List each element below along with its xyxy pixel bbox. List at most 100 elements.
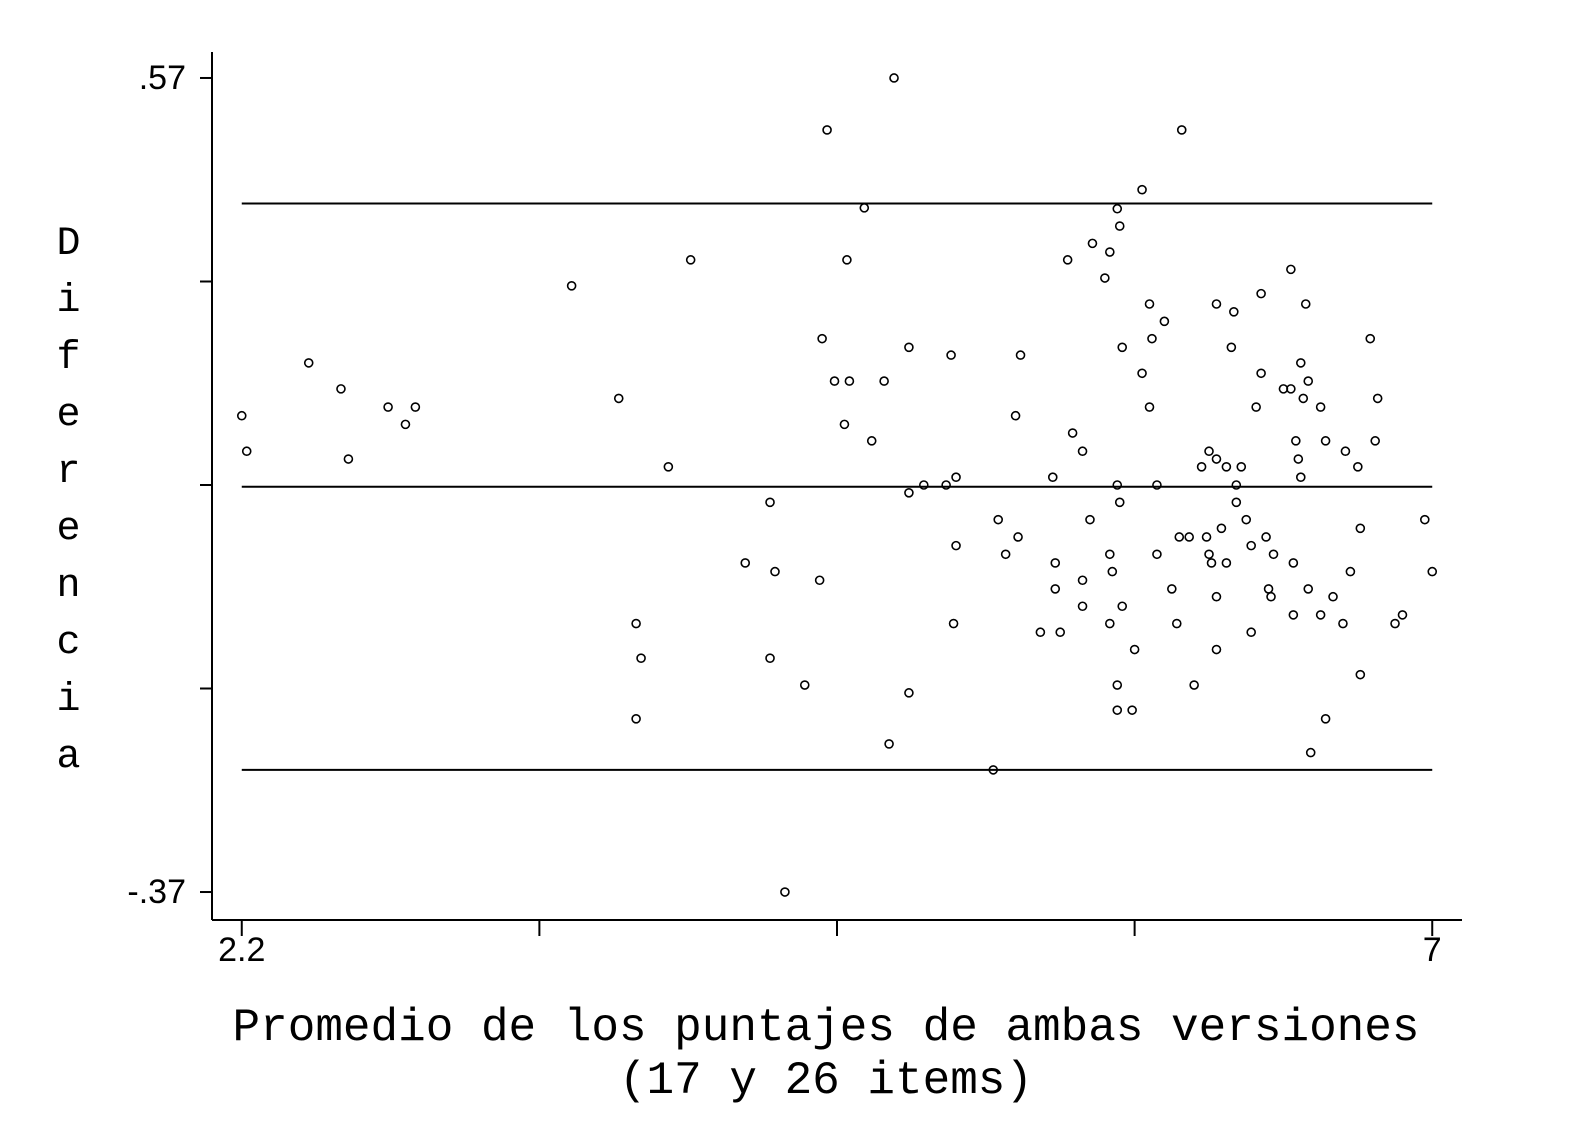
data-point [1226,342,1237,353]
data-point [613,393,624,404]
data-point [1184,532,1194,542]
data-point [1231,480,1242,490]
data-point [1077,601,1088,612]
data-point [1147,333,1157,344]
data-point [1256,368,1266,379]
data-point [765,497,775,508]
data-point [993,514,1004,525]
data-point [1035,627,1046,638]
data-point [1137,184,1147,195]
data-point [1062,255,1073,265]
data-point [1241,514,1252,525]
data-point [1000,549,1011,560]
data-point [1077,575,1088,586]
data-point [636,653,646,664]
data-point [1320,714,1331,724]
data-point [1315,610,1326,620]
data-point [829,376,840,386]
data-point [1167,584,1177,594]
data-point [1288,558,1299,568]
data-point [1266,591,1276,602]
data-point [1320,436,1331,446]
data-point [951,472,961,483]
data-point [1152,480,1162,490]
y-axis-label: Diferencia [46,222,91,792]
data-point [303,358,314,368]
data-point [1010,410,1021,421]
data-point [631,714,641,724]
data-point [1300,299,1311,309]
data-point [1303,584,1314,594]
data-point [1221,462,1232,472]
data-point [879,376,889,386]
data-point [1067,428,1078,438]
data-point [1105,549,1115,560]
data-point [410,402,421,412]
data-point [1176,125,1187,135]
data-point [1159,316,1170,327]
data-point [241,446,252,457]
data-point [1211,591,1222,602]
data-point [1246,540,1256,551]
data-point [1129,644,1140,655]
data-point [1293,454,1304,464]
data-point [1291,436,1301,446]
data-point [941,480,951,490]
data-point [1365,333,1376,344]
data-point [1236,462,1247,472]
data-point [1117,601,1128,612]
data-point [1211,454,1222,464]
data-point [1216,523,1227,534]
data-point [904,342,914,353]
data-point [1105,618,1115,629]
data-point [1295,472,1306,483]
data-point [1256,288,1266,299]
data-point [566,281,577,291]
data-point [1328,591,1338,602]
data-point [1204,446,1214,457]
data-point [884,739,894,749]
data-point [1295,358,1306,368]
data-point [1211,644,1222,655]
data-point [799,680,810,690]
data-point [1315,402,1326,412]
data-point [1100,273,1110,283]
data-point [236,410,247,421]
data-point [1137,368,1147,379]
data-point [1050,558,1061,568]
data-point [740,558,751,568]
data-point [889,73,899,83]
data-point [1112,203,1123,214]
data-point [1196,462,1207,472]
data-point [1127,705,1137,715]
data-point [336,384,346,394]
data-point [1370,436,1380,446]
data-point [1251,402,1261,412]
data-point [1298,393,1309,404]
data-point [1427,566,1438,577]
data-point [631,618,641,629]
data-point [765,653,775,664]
data-point [1221,558,1232,568]
data-point [1171,618,1182,629]
data-point [1340,446,1351,457]
data-point [1246,627,1256,638]
data-point [383,402,393,412]
data-point [1047,472,1058,483]
data-point [951,540,961,551]
data-point [1419,514,1430,525]
data-point [839,419,850,430]
data-point [1201,532,1212,542]
data-point [1107,566,1118,577]
data-point [1211,299,1222,309]
data-point [1085,514,1095,525]
data-point [1353,462,1363,472]
data-point [1231,497,1242,508]
x-axis-label: (17 y 26 items) [619,1055,1033,1107]
data-point [814,575,825,586]
data-point [685,255,696,265]
data-point [1355,523,1366,534]
data-point [822,125,832,135]
